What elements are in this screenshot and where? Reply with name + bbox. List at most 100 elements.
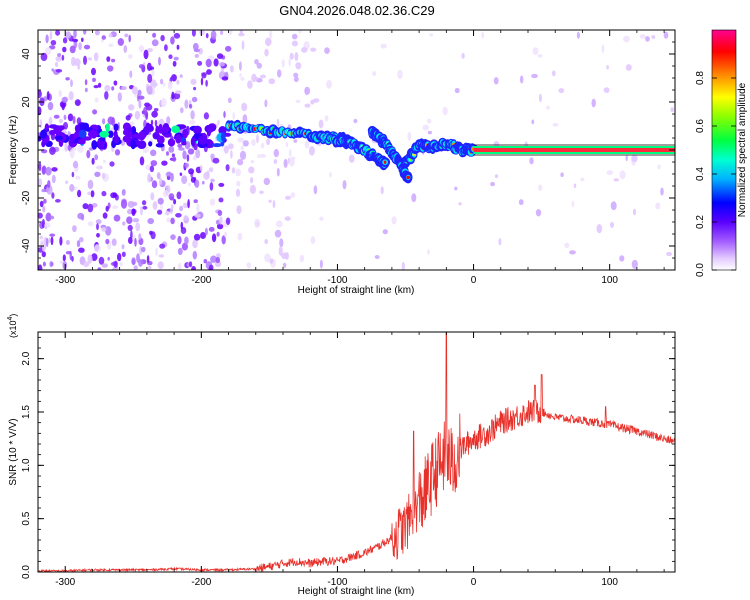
colorbar-ticks: 0.0 0.2 0.4 0.6 0.8 [695, 71, 736, 277]
speckle-point [251, 139, 256, 146]
speckle-point [48, 237, 51, 244]
speckle-point [666, 251, 672, 257]
speckle-point [150, 192, 155, 201]
speckle-point [138, 45, 145, 53]
speckle-point [76, 240, 81, 248]
speckle-point [310, 236, 316, 245]
speckle-point [639, 34, 646, 39]
speckle-point [49, 146, 56, 155]
speckle-point [133, 265, 138, 270]
speckle-point [218, 182, 225, 187]
speckle-point [170, 234, 176, 240]
speckle-point [298, 30, 302, 34]
speckle-point [193, 233, 201, 241]
speckle-point [55, 30, 61, 36]
speckle-point [183, 215, 189, 221]
speckle-point [285, 195, 291, 200]
speckle-point [77, 144, 84, 153]
speckle-point [254, 59, 259, 65]
speckle-point [102, 212, 108, 219]
speckle-point [50, 215, 55, 220]
speckle-point [157, 197, 164, 205]
speckle-point [125, 115, 131, 121]
speckle-point [184, 162, 190, 168]
speckle-point [192, 42, 199, 51]
speckle-point [411, 193, 417, 203]
speckle-point [274, 229, 282, 238]
speckle-point [141, 246, 146, 253]
speckle-point [240, 77, 245, 81]
speckle-point [49, 233, 56, 237]
speckle-point [203, 259, 208, 264]
speckle-point [591, 98, 596, 108]
speckle-point [295, 99, 301, 104]
speckle-point [140, 206, 143, 216]
snr-x-ticks: -300 -200 -100 0 100 [37, 332, 665, 588]
speckle-point [239, 73, 242, 78]
speckle-point [150, 160, 158, 167]
speckle-point [552, 70, 556, 77]
x-tick-label: 0 [471, 275, 477, 286]
speckle-point [239, 150, 247, 160]
speckle-point [146, 48, 153, 53]
speckle-point [79, 237, 84, 243]
speckle-point [139, 156, 145, 166]
speckle-point [71, 38, 79, 43]
speckle-point [38, 178, 43, 187]
speckle-point [71, 56, 76, 67]
speckle-point [154, 119, 158, 127]
speckle-point [571, 200, 575, 208]
speckle-point [120, 86, 127, 91]
speckle-point [295, 62, 302, 70]
band-point [127, 131, 133, 138]
speckle-point [216, 223, 224, 230]
y-tick-label: 2.0 [21, 351, 32, 365]
band-point [167, 138, 176, 147]
speckle-point [104, 91, 109, 100]
speckle-point [105, 238, 110, 245]
speckle-point [254, 77, 259, 81]
band-point [105, 123, 110, 133]
speckle-point [632, 208, 637, 216]
speckle-point [158, 254, 165, 258]
speckle-point [576, 31, 581, 39]
speckle-point [199, 164, 203, 172]
speckle-point [102, 118, 106, 125]
speckle-point [86, 150, 91, 159]
speckle-point [192, 239, 198, 249]
speckle-point [645, 36, 650, 42]
speckle-point [47, 101, 54, 111]
chart-title: GN04.2026.048.02.36.C29 [279, 3, 434, 18]
y-tick-label: 40 [21, 48, 32, 60]
speckle-point [171, 153, 175, 157]
band-point [44, 123, 50, 131]
speckle-point [266, 138, 271, 146]
band-point [198, 135, 208, 145]
speckle-point [269, 30, 273, 39]
speckle-point [573, 183, 577, 189]
speckle-point [208, 226, 215, 232]
speckle-point [171, 74, 177, 82]
speckle-point [192, 155, 197, 161]
speckle-point [187, 148, 195, 155]
speckle-point [122, 221, 126, 226]
speckle-point [191, 30, 196, 37]
speckle-point [275, 220, 283, 228]
speckle-point [276, 167, 280, 177]
speckle-point [202, 180, 205, 185]
speckle-point [225, 217, 231, 225]
speckle-point [663, 31, 669, 39]
speckle-point [179, 205, 184, 212]
speckle-point [58, 90, 62, 97]
speckle-point [313, 185, 318, 195]
speckle-point [216, 53, 224, 59]
speckle-point [68, 91, 74, 101]
speckle-point [273, 159, 278, 164]
speckle-point [113, 214, 121, 222]
band-point [79, 122, 87, 132]
speckle-point [319, 259, 323, 269]
speckle-point [281, 59, 285, 68]
speckle-point [194, 179, 200, 188]
speckle-point [146, 62, 152, 71]
speckle-point [304, 140, 310, 149]
